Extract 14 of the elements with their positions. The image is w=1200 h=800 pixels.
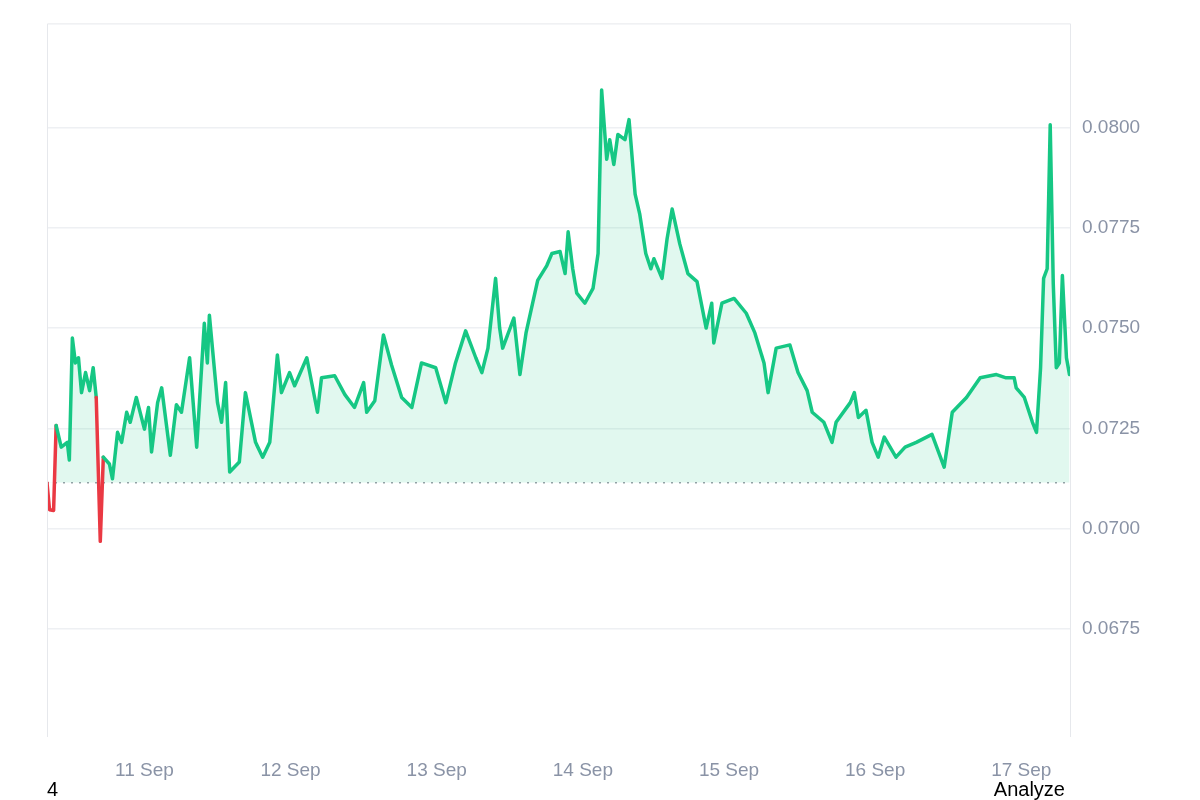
y-tick-label: 0.0775	[1082, 216, 1141, 238]
text: 4	[47, 778, 59, 800]
y-tick-label: 0.0800	[1082, 115, 1141, 137]
y-tick-label: 0.0750	[1082, 316, 1141, 338]
x-tick-label: 15 Sep	[698, 758, 760, 780]
x-tick-label: 17 Sep	[991, 758, 1052, 780]
x-tick-label: 16 Sep	[845, 758, 906, 780]
x-tick-label: 14 Sep	[552, 758, 613, 780]
y-tick-label: 0.0725	[1082, 416, 1141, 438]
x-tick-label: 11 Sep	[115, 758, 174, 780]
y-tick-label: 0.0700	[1082, 516, 1141, 538]
y-tick-label: 0.0675	[1082, 616, 1141, 638]
x-tick-label: 12 Sep	[260, 758, 321, 780]
x-tick-label: 13 Sep	[406, 758, 467, 780]
